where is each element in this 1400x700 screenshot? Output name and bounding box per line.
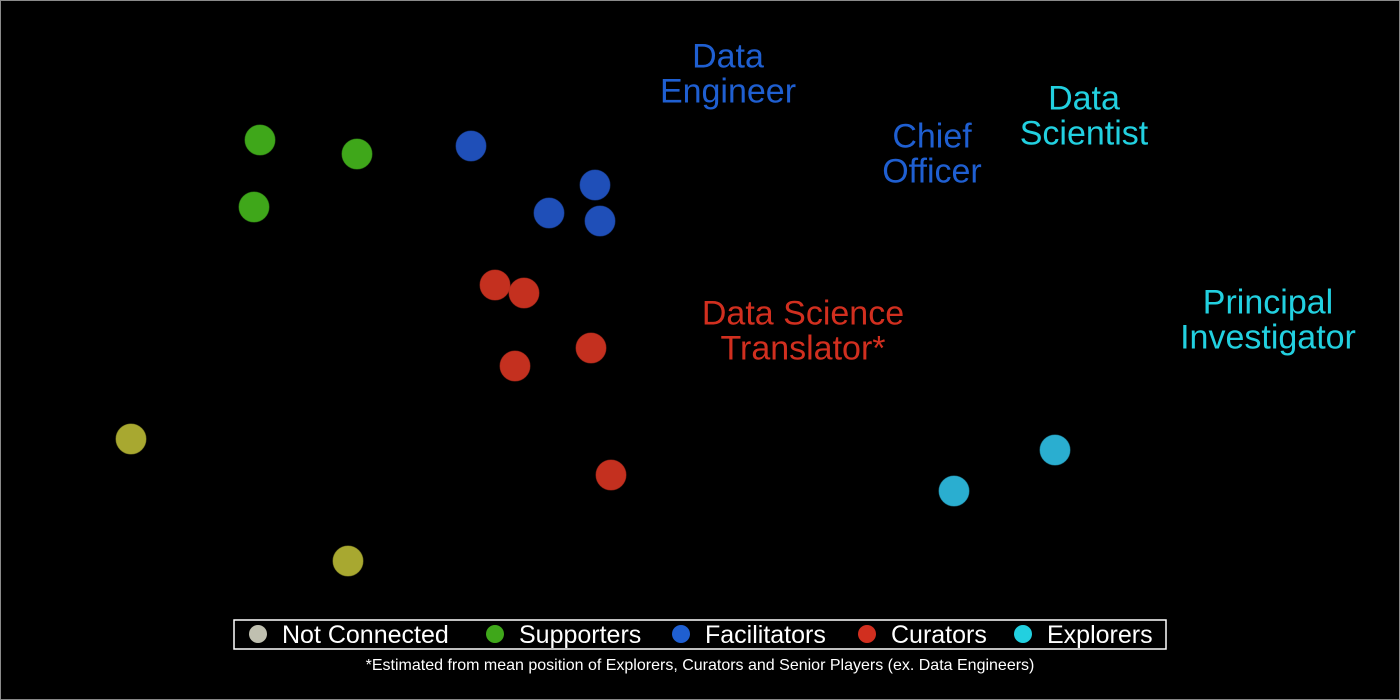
- point-facilitators-3: [533, 197, 565, 229]
- annotation-line: Translator*: [720, 330, 885, 368]
- point-curators-3: [575, 332, 607, 364]
- point-supporters-3: [238, 191, 270, 223]
- annotation-line: Data: [1048, 80, 1120, 118]
- legend: Not Connected Supporters Facilitators Curat…: [233, 619, 1167, 650]
- legend-label-facilitators: Facilitators: [705, 621, 826, 649]
- point-supporters-2: [341, 138, 373, 170]
- point-supporters-1: [244, 124, 276, 156]
- annotation-line: Investigator: [1180, 319, 1356, 357]
- legend-label-explorers: Explorers: [1047, 621, 1153, 649]
- point-curators-5: [595, 459, 627, 491]
- legend-marker-curators: [858, 625, 876, 643]
- legend-marker-facilitators: [672, 625, 690, 643]
- point-not-connected-1: [115, 423, 147, 455]
- annotation-data-engineer: Data Engineer: [660, 38, 796, 111]
- point-facilitators-2: [579, 169, 611, 201]
- point-not-connected-2: [332, 545, 364, 577]
- point-explorers-2: [938, 475, 970, 507]
- annotation-line: Data Science: [702, 295, 904, 333]
- point-curators-1: [479, 269, 511, 301]
- annotation-line: Scientist: [1020, 115, 1149, 153]
- annotation-line: Data: [692, 38, 764, 76]
- point-curators-2: [508, 277, 540, 309]
- annotation-chief-officer: Chief Officer: [882, 118, 982, 191]
- legend-box: [233, 619, 1167, 650]
- point-explorers-1: [1039, 434, 1071, 466]
- legend-marker-supporters: [486, 625, 504, 643]
- legend-label-curators: Curators: [891, 621, 987, 649]
- point-facilitators-4: [584, 205, 616, 237]
- point-curators-4: [499, 350, 531, 382]
- annotation-line: Officer: [882, 153, 982, 191]
- annotation-principal-investigator: Principal Investigator: [1180, 284, 1356, 357]
- annotation-data-science-translator: Data Science Translator*: [702, 295, 904, 368]
- legend-marker-not-connected: [249, 625, 267, 643]
- legend-label-supporters: Supporters: [519, 621, 641, 649]
- legend-marker-explorers: [1014, 625, 1032, 643]
- annotation-line: Engineer: [660, 73, 796, 111]
- data-points: [115, 124, 1071, 577]
- footnote: *Estimated from mean position of Explore…: [366, 657, 1035, 674]
- annotation-line: Chief: [892, 118, 972, 156]
- legend-label-not-connected: Not Connected: [282, 621, 449, 649]
- point-facilitators-1: [455, 130, 487, 162]
- annotation-data-scientist: Data Scientist: [1020, 80, 1149, 153]
- annotation-line: Principal: [1203, 284, 1333, 322]
